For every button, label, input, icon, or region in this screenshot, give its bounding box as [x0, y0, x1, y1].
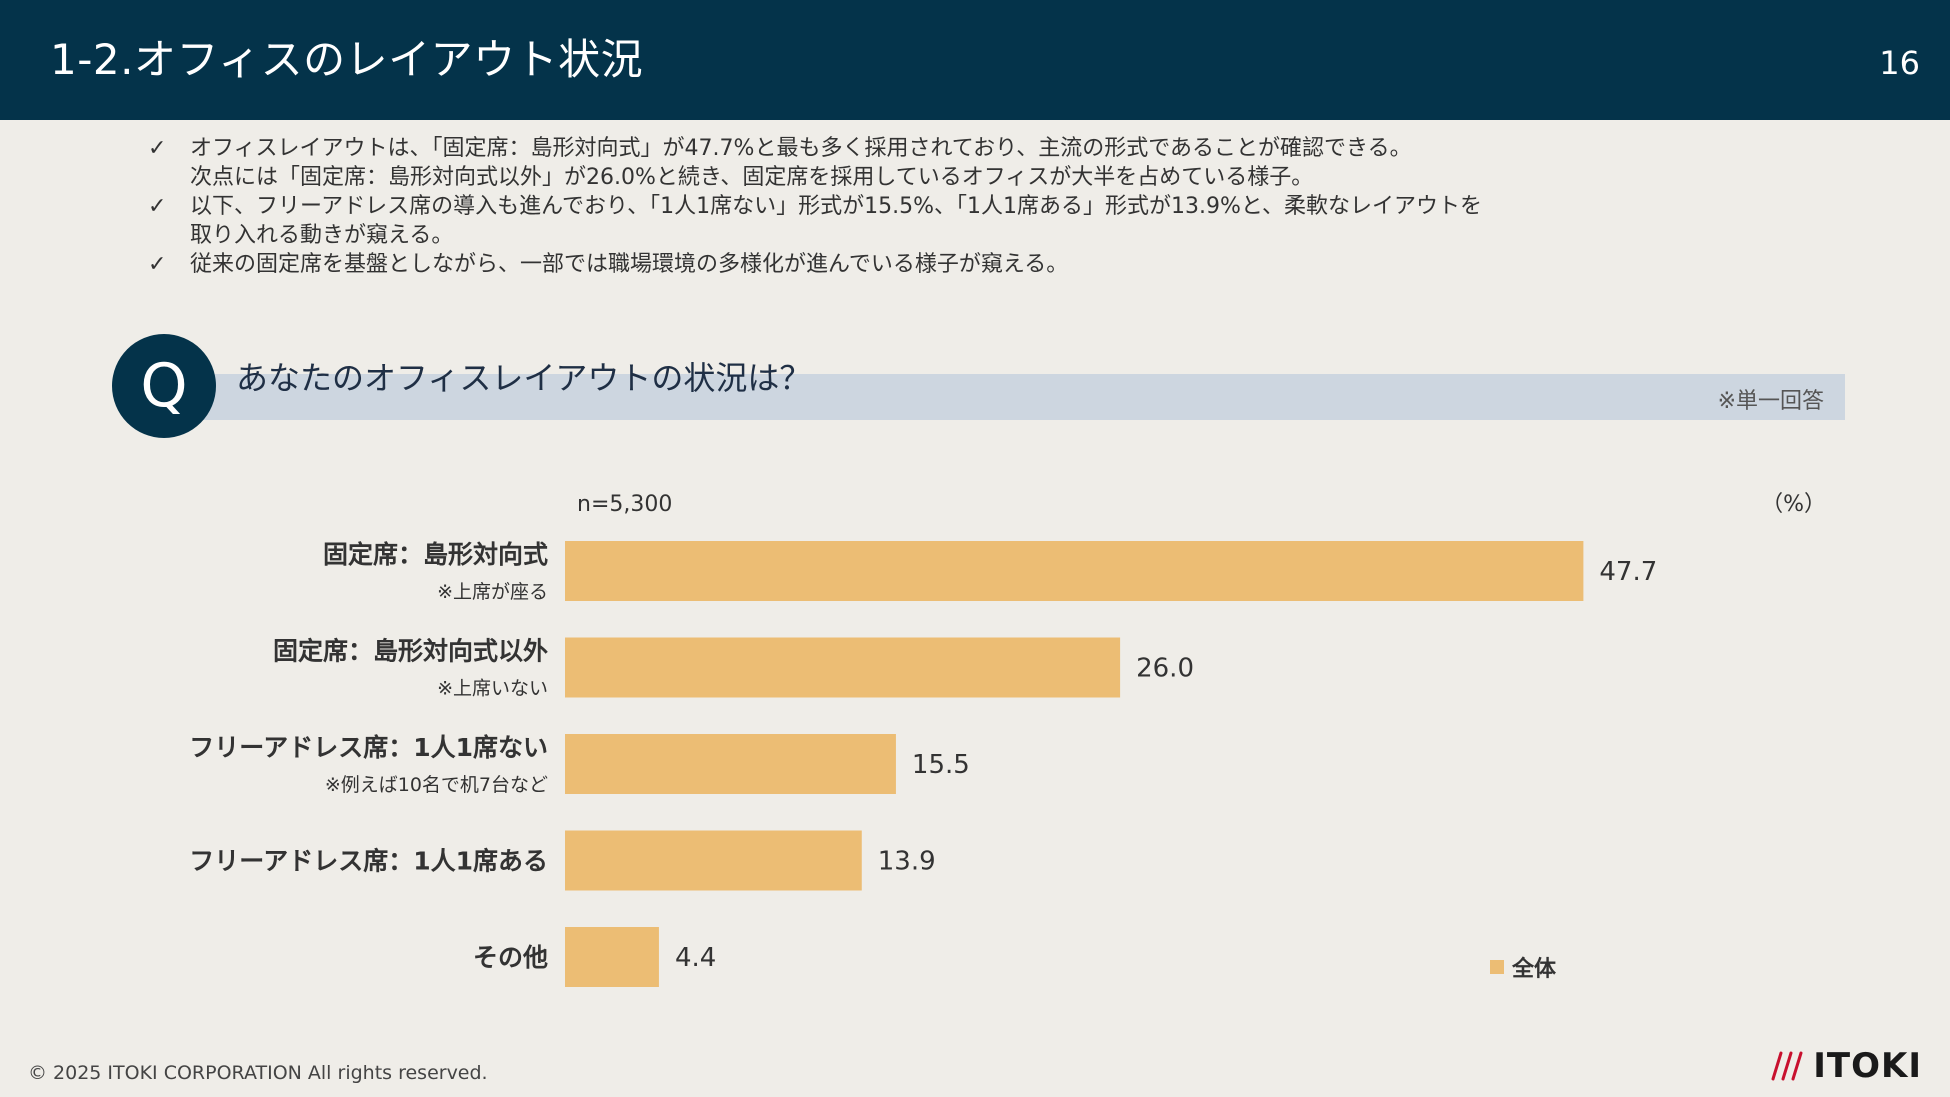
- category-label-2: フリーアドレス席：1人1席ない: [189, 733, 548, 762]
- question-text: あなたのオフィスレイアウトの状況は？: [236, 359, 812, 397]
- bullet-line: 以下、フリーアドレス席の導入も進んでおり、「1人1席ない」形式が15.5%、「1…: [190, 194, 1483, 219]
- answer-type-note: ※単一回答: [1717, 389, 1824, 414]
- category-note-0: ※上席が座る: [437, 581, 548, 603]
- value-label-3: 13.9: [878, 847, 936, 877]
- check-icon: ✓: [148, 136, 167, 161]
- copyright-text: © 2025 ITOKI CORPORATION All rights rese…: [28, 1062, 488, 1084]
- bullet-item: ✓ 以下、フリーアドレス席の導入も進んでおり、「1人1席ない」形式が15.5%、…: [148, 192, 1648, 250]
- logo-mark-icon: [1771, 1051, 1803, 1081]
- category-label-4: その他: [473, 943, 548, 972]
- bar-0: [565, 541, 1584, 601]
- bullet-line: オフィスレイアウトは、「固定席：島形対向式」が47.7%と最も多く採用されており…: [190, 136, 1412, 161]
- category-note-1: ※上席いない: [437, 678, 548, 700]
- value-label-0: 47.7: [1599, 557, 1657, 587]
- bar-3: [565, 830, 862, 891]
- bullet-item: ✓ 従来の固定席を基盤としながら、一部では職場環境の多様化が進んでいる様子が窺え…: [148, 250, 1648, 279]
- bar-2: [565, 734, 896, 794]
- category-note-2: ※例えば10名で机7台など: [325, 774, 548, 796]
- legend-label: 全体: [1511, 956, 1557, 982]
- category-label-3: フリーアドレス席：1人1席ある: [189, 847, 548, 876]
- sample-size-label: n=5,300: [577, 492, 672, 517]
- check-icon: ✓: [148, 252, 167, 277]
- bullet-item: ✓ オフィスレイアウトは、「固定席：島形対向式」が47.7%と最も多く採用されて…: [148, 134, 1648, 192]
- bullet-line: 従来の固定席を基盤としながら、一部では職場環境の多様化が進んでいる様子が窺える。: [190, 252, 1069, 277]
- bar-group: 47.7 固定席：島形対向式 ※上席が座る 26.0 固定席：島形対向式以外 ※上席いない…: [189, 540, 1657, 987]
- bullet-line: 取り入れる動きが窺える。: [190, 223, 454, 248]
- slide-header: 1-2.オフィスのレイアウト状況 16: [0, 0, 1950, 120]
- slide-title: 1-2.オフィスのレイアウト状況: [50, 35, 644, 84]
- check-icon: ✓: [148, 194, 167, 219]
- company-logo: ITOKI: [1771, 1046, 1922, 1086]
- question-bar: [195, 374, 1845, 420]
- bullet-line: 次点には「固定席：島形対向式以外」が26.0%と続き、固定席を採用しているオフィ…: [190, 165, 1314, 190]
- summary-bullets: ✓ オフィスレイアウトは、「固定席：島形対向式」が47.7%と最も多く採用されて…: [148, 134, 1648, 279]
- value-label-4: 4.4: [675, 943, 716, 973]
- value-label-1: 26.0: [1136, 654, 1194, 684]
- category-label-0: 固定席：島形対向式: [323, 540, 548, 569]
- page-number: 16: [1879, 44, 1920, 82]
- legend-swatch: [1490, 960, 1504, 974]
- bar-4: [565, 927, 659, 987]
- value-label-2: 15.5: [912, 750, 970, 780]
- category-label-1: 固定席：島形対向式以外: [273, 637, 548, 666]
- question-badge: Q: [112, 334, 216, 438]
- bar-1: [565, 637, 1121, 698]
- unit-label: （%）: [1761, 492, 1826, 517]
- logo-text: ITOKI: [1813, 1046, 1922, 1086]
